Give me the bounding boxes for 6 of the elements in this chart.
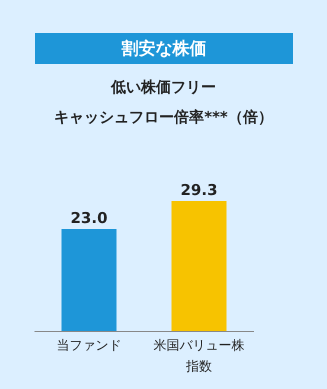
chart-subtitle: 低い株価フリーキャッシュフロー倍率***（倍） [53, 77, 274, 128]
data-label: 29.3 [180, 181, 218, 199]
x-tick-label: 当ファンド [56, 338, 122, 354]
chart-title: 割安な株価 [35, 33, 293, 64]
x-tick-label: 米国バリュー株指数 [154, 338, 244, 374]
data-label: 23.0 [70, 208, 108, 227]
